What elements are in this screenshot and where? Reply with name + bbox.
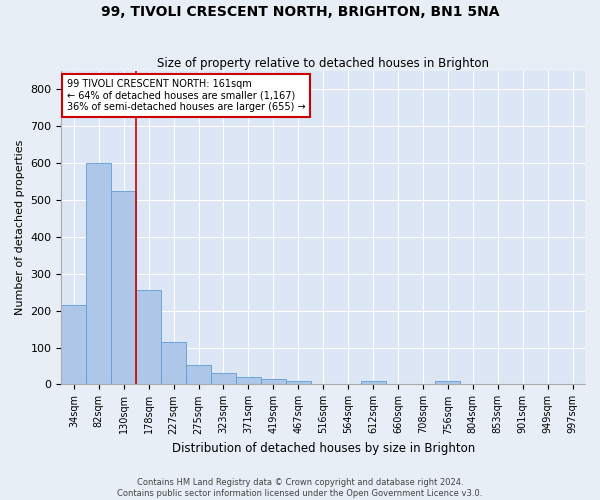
Title: Size of property relative to detached houses in Brighton: Size of property relative to detached ho… [157, 56, 489, 70]
Text: Contains HM Land Registry data © Crown copyright and database right 2024.
Contai: Contains HM Land Registry data © Crown c… [118, 478, 482, 498]
Bar [136, 290, 161, 384]
Bar [436, 382, 460, 384]
X-axis label: Distribution of detached houses by size in Brighton: Distribution of detached houses by size … [172, 442, 475, 455]
Bar [261, 378, 286, 384]
Text: 99 TIVOLI CRESCENT NORTH: 161sqm
← 64% of detached houses are smaller (1,167)
36: 99 TIVOLI CRESCENT NORTH: 161sqm ← 64% o… [67, 78, 305, 112]
Text: 99, TIVOLI CRESCENT NORTH, BRIGHTON, BN1 5NA: 99, TIVOLI CRESCENT NORTH, BRIGHTON, BN1… [101, 5, 499, 19]
Bar [211, 374, 236, 384]
Bar [161, 342, 186, 384]
Bar [286, 381, 311, 384]
Bar [111, 190, 136, 384]
Y-axis label: Number of detached properties: Number of detached properties [15, 140, 25, 315]
Bar [236, 377, 261, 384]
Bar [361, 381, 386, 384]
Bar [186, 365, 211, 384]
Bar [61, 305, 86, 384]
Bar [86, 163, 111, 384]
